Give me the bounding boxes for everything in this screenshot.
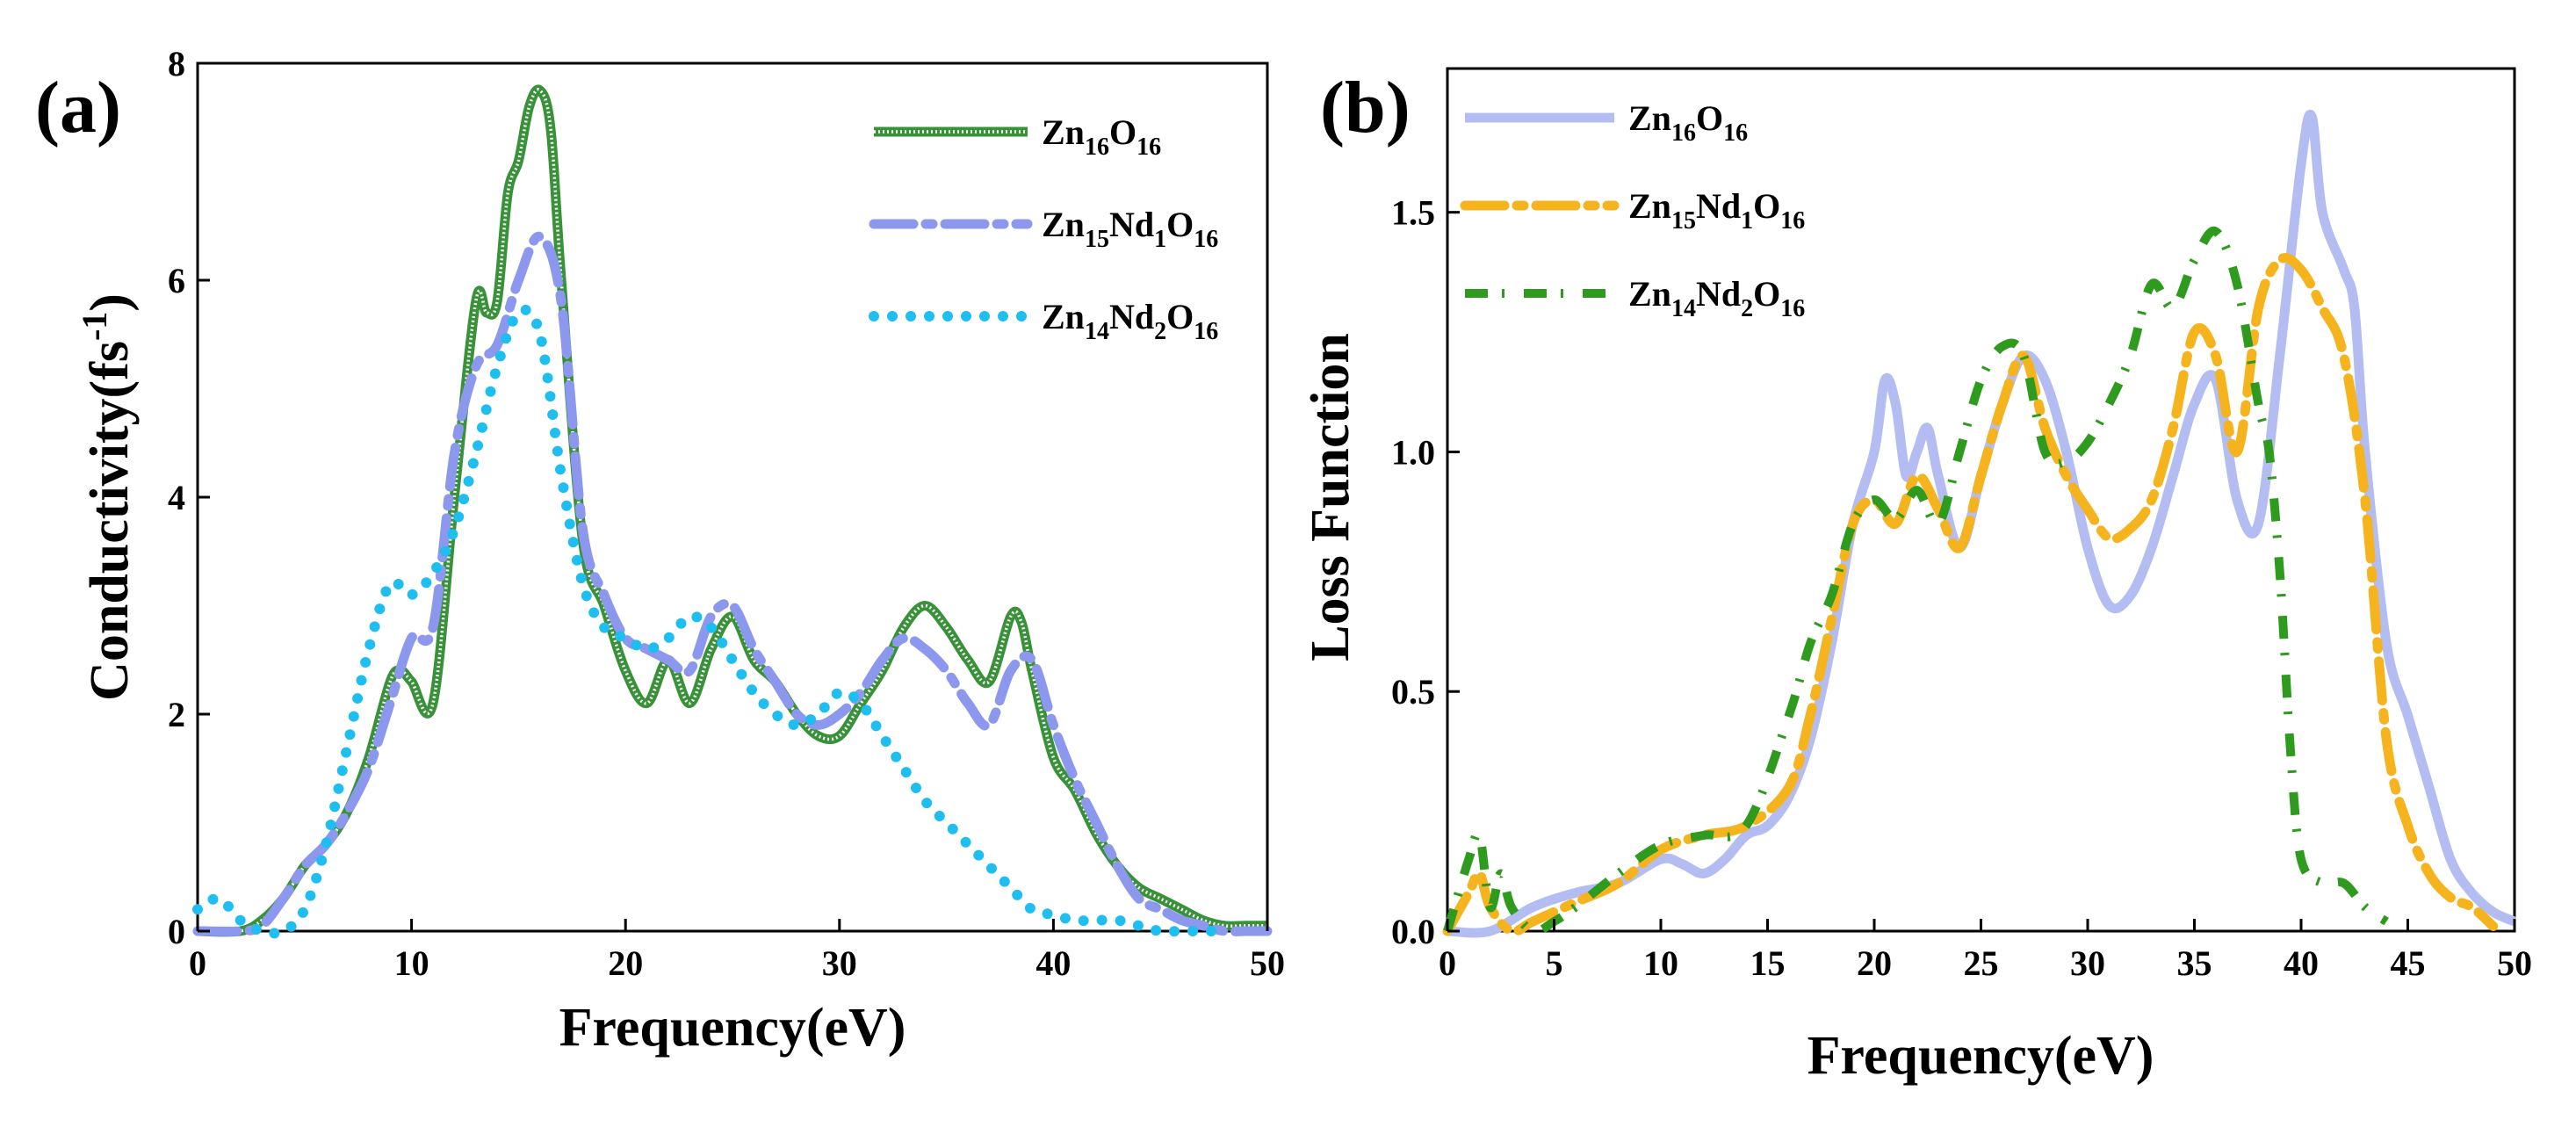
- b-series-Zn16O16: [1447, 110, 2517, 938]
- panel-a-y-label-sup: -1: [75, 312, 114, 341]
- panel-b: (b) 0 5 10 15 20 25 30 35 40 45 50 0.0 0.5 1.0 1.5 Fr…: [1301, 67, 2532, 1086]
- panel-b-y-axis-label: Loss Function: [1301, 333, 1360, 661]
- a-legend-entry-1: Zn15Nd1O16: [869, 205, 1218, 253]
- a-ytick-label-2: 4: [168, 478, 185, 517]
- panel-a: (a) 0 10 20 30 40 50 0 2 4 6 8 Frequency(eV) Cond…: [35, 44, 1285, 1058]
- a-ytick-label-1: 2: [168, 695, 185, 734]
- b-series-line-2-0: [1443, 226, 2389, 936]
- b-xtick-label-0: 0: [1439, 943, 1456, 983]
- b-ytick-label-1: 0.5: [1391, 672, 1435, 712]
- panel-a-x-axis-label: Frequency(eV): [559, 998, 906, 1058]
- b-xtick-label-1: 5: [1546, 943, 1563, 983]
- panel-a-series-group: [192, 84, 1273, 939]
- b-legend-label-2: Zn14Nd2O16: [1628, 274, 1805, 322]
- panel-b-plot-frame: [1446, 67, 2516, 933]
- a-series-line-0-0: [197, 84, 1267, 937]
- a-series-Zn15Nd1O16: [192, 232, 1273, 936]
- b-legend-entry-0: Zn16O16: [1465, 98, 1748, 147]
- panel-b-label: (b): [1320, 67, 1411, 148]
- b-series-line-1-0: [1442, 253, 2499, 936]
- b-series-Zn15Nd1O16: [1442, 253, 2499, 936]
- a-xtick-label-2: 20: [608, 943, 643, 983]
- panel-b-legend: Zn16O16 Zn15Nd1O16 Zn14Nd2O16: [1460, 98, 1805, 322]
- b-ytick-label-0: 0.0: [1391, 912, 1435, 951]
- panel-a-y-ticks: 0 2 4 6 8: [168, 44, 210, 951]
- b-xtick-label-6: 30: [2070, 943, 2105, 983]
- b-legend-entry-1: Zn15Nd1O16: [1460, 186, 1805, 235]
- a-xtick-label-1: 10: [394, 943, 429, 983]
- b-ytick-label-3: 1.5: [1391, 193, 1435, 233]
- b-legend-label-1: Zn15Nd1O16: [1628, 186, 1805, 235]
- b-xtick-label-9: 45: [2391, 943, 2426, 983]
- panel-b-series-group: [1442, 110, 2517, 938]
- b-xtick-label-2: 10: [1643, 943, 1678, 983]
- a-xtick-label-3: 30: [822, 943, 857, 983]
- b-series-line-0-0: [1447, 110, 2517, 938]
- b-series-Zn14Nd2O16: [1443, 226, 2389, 936]
- b-xtick-label-10: 50: [2497, 943, 2532, 983]
- a-xtick-label-0: 0: [189, 943, 206, 983]
- a-series-Zn16O16: [197, 84, 1267, 937]
- b-legend-entry-2: Zn14Nd2O16: [1465, 274, 1805, 322]
- b-legend-label-0: Zn16O16: [1628, 98, 1748, 147]
- b-xtick-label-7: 35: [2177, 943, 2212, 983]
- a-xtick-label-4: 40: [1035, 943, 1071, 983]
- a-series-line-0-1: [197, 88, 1267, 934]
- panel-b-x-ticks: 0 5 10 15 20 25 30 35 40 45 50: [1439, 919, 2532, 983]
- b-xtick-label-5: 25: [1964, 943, 1999, 983]
- panel-a-y-label-tail: ): [80, 293, 140, 312]
- a-legend-label-1: Zn15Nd1O16: [1042, 205, 1218, 253]
- b-xtick-label-8: 40: [2284, 943, 2319, 983]
- panel-b-y-ticks: 0.0 0.5 1.0 1.5: [1391, 193, 1460, 951]
- a-legend-entry-2: Zn14Nd2O16: [869, 297, 1218, 345]
- b-xtick-label-3: 15: [1750, 943, 1786, 983]
- panel-a-legend: Zn16O16 Zn15Nd1O16 Zn14Nd2O16: [869, 112, 1218, 345]
- panel-a-label: (a): [35, 67, 121, 148]
- panel-a-y-label-main: Conductivity(fs: [80, 341, 140, 701]
- panel-a-x-ticks: 0 10 20 30 40 50: [189, 919, 1285, 983]
- a-series-line-2-0: [192, 304, 1230, 939]
- b-ytick-label-2: 1.0: [1391, 432, 1435, 472]
- a-series-line-1-0: [192, 232, 1273, 936]
- a-ytick-label-3: 6: [168, 261, 185, 300]
- a-legend-label-2: Zn14Nd2O16: [1042, 297, 1218, 345]
- a-ytick-label-4: 8: [168, 44, 185, 83]
- b-xtick-label-4: 20: [1857, 943, 1892, 983]
- a-ytick-label-0: 0: [168, 912, 185, 951]
- a-legend-entry-0: Zn16O16: [874, 112, 1161, 161]
- a-legend-label-0: Zn16O16: [1042, 112, 1161, 161]
- panel-b-x-axis-label: Frequency(eV): [1808, 1026, 2154, 1086]
- a-series-Zn14Nd2O16: [192, 304, 1230, 939]
- panel-a-y-axis-label: Conductivity(fs-1): [75, 293, 140, 701]
- a-xtick-label-5: 50: [1250, 943, 1285, 983]
